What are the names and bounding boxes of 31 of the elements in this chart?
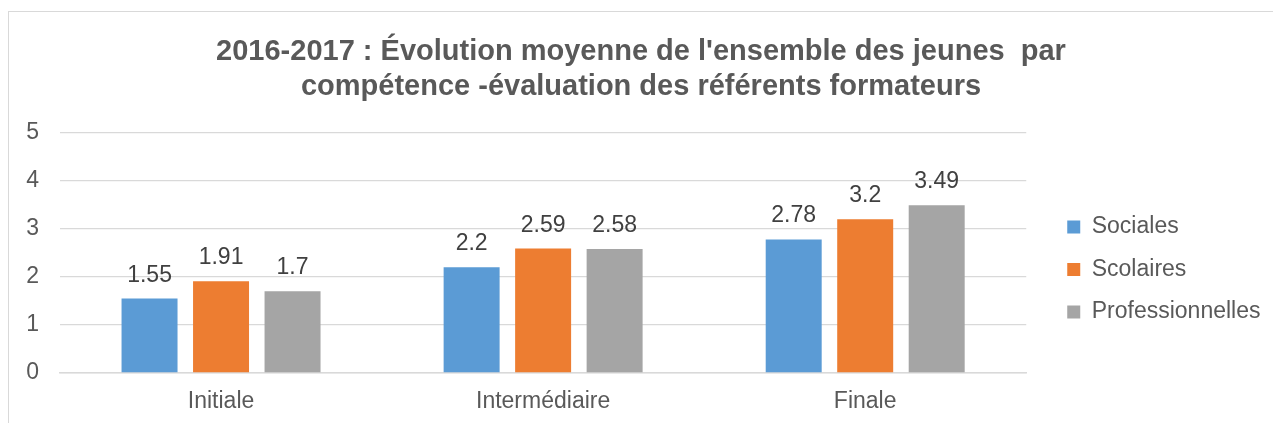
- x-tick-label: Initiale: [187, 387, 255, 414]
- y-tick-label: 3: [26, 214, 39, 241]
- y-tick-label: 1: [26, 310, 39, 337]
- data-label: 3.2: [849, 181, 882, 208]
- bar: [264, 291, 321, 373]
- bar: [586, 249, 643, 373]
- data-label: 3.49: [914, 167, 960, 194]
- bar: [121, 298, 178, 373]
- legend-label: Scolaires: [1091, 254, 1187, 281]
- data-label: 2.2: [455, 229, 488, 256]
- chart-title: 2016-2017 : Évolution moyenne de l'ensemble des jeunes par compétence -évaluation des référents formateurs: [215, 33, 1067, 103]
- bar: [443, 267, 500, 373]
- x-tick-label: Finale: [833, 387, 897, 414]
- data-label: 2.78: [771, 201, 817, 228]
- bar: [765, 239, 822, 373]
- legend-label: Professionnelles: [1091, 297, 1261, 324]
- data-label: 1.55: [127, 260, 172, 287]
- y-tick-label: 4: [26, 166, 40, 193]
- data-label: 1.7: [276, 253, 309, 280]
- bar: [515, 248, 572, 373]
- bar: [837, 219, 894, 373]
- x-tick-label: Intermédiaire: [476, 387, 611, 414]
- data-label: 1.91: [198, 243, 244, 270]
- legend-label: Sociales: [1091, 212, 1179, 239]
- bar: [193, 281, 250, 373]
- data-label: 2.59: [520, 210, 566, 237]
- bar: [908, 205, 965, 373]
- data-label: 2.58: [592, 211, 637, 238]
- y-tick-label: 0: [26, 358, 39, 385]
- y-tick-label: 5: [26, 118, 39, 145]
- y-tick-label: 2: [26, 262, 39, 289]
